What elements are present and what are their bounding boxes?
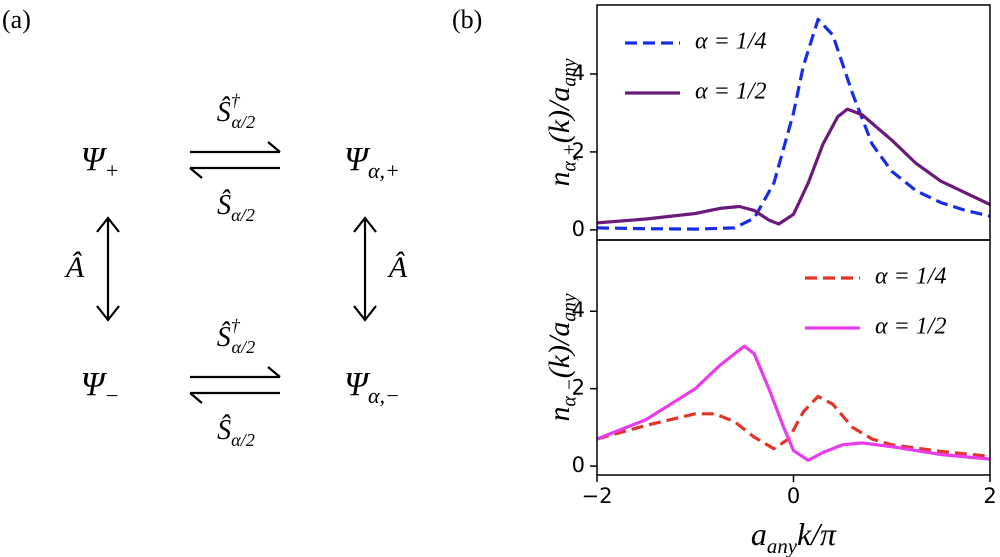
math-part: † <box>231 316 241 336</box>
y-tick-label: 0 <box>572 453 585 477</box>
math-part: (k)/a <box>543 322 576 379</box>
math-label: Ŝ† α/2 <box>217 316 255 358</box>
math-part: k/π <box>797 516 837 552</box>
math-part: Ψ <box>81 366 108 403</box>
plot-frame <box>596 239 991 476</box>
math-label: Ψ+ <box>81 141 120 183</box>
math-part: Ŝ <box>217 97 231 128</box>
math-label: Â <box>64 251 85 284</box>
math-label: Ŝ† α/2 <box>217 91 255 133</box>
data-line <box>596 17 991 231</box>
math-label: Ŝα/2 <box>217 190 255 225</box>
legend-label: α = 1/2 <box>875 314 946 340</box>
math-part: α/2 <box>231 205 255 225</box>
math-part: Ψ <box>81 141 108 178</box>
data-line <box>596 394 991 458</box>
y-tick-label: 4 <box>572 298 585 322</box>
math-label: nα,−(k)/aany <box>543 293 581 421</box>
legend-label: α = 1/4 <box>695 29 766 55</box>
harpoon <box>189 391 280 404</box>
math-label: aanyk/π <box>751 516 837 557</box>
plot-frame <box>596 4 991 241</box>
math-label: Â <box>387 251 408 284</box>
math-part: Â <box>387 251 408 284</box>
math-part: (k)/a <box>543 87 576 144</box>
math-label: Ψ− <box>81 366 120 408</box>
math-part: Â <box>64 251 85 284</box>
y-tick-label: 0 <box>572 217 585 241</box>
math-part: † <box>231 91 241 111</box>
math-part: n <box>543 407 576 422</box>
math-part: Ψ <box>344 141 371 178</box>
math-part: α,+ <box>560 143 581 171</box>
math-part: any <box>767 535 798 557</box>
legend-label: α = 1/2 <box>695 79 766 105</box>
math-label: nα,+(k)/aany <box>543 58 581 186</box>
math-part: a <box>751 516 767 552</box>
math-part: α,− <box>368 383 400 408</box>
math-part: Ŝ <box>217 190 231 221</box>
x-tick-label: −2 <box>582 484 613 508</box>
y-tick-label: 2 <box>572 139 585 163</box>
double-arrow <box>353 216 377 322</box>
diagram-arrows <box>96 141 377 404</box>
data-line <box>596 344 991 462</box>
y-tick-label: 4 <box>572 61 585 85</box>
math-part: n <box>543 172 576 187</box>
harpoon <box>190 141 281 154</box>
math-part: any <box>560 293 581 322</box>
math-part: Ŝ <box>217 322 231 353</box>
math-part: α,+ <box>368 158 400 183</box>
math-part: α,− <box>560 378 581 406</box>
panel-label: (a) <box>2 5 31 34</box>
double-arrow <box>96 216 120 322</box>
math-part: − <box>104 383 119 408</box>
harpoon <box>189 166 280 179</box>
x-tick-label: 0 <box>787 484 800 508</box>
math-label: Ψα,− <box>344 366 400 408</box>
panel-label: (b) <box>452 5 482 34</box>
math-part: + <box>104 158 119 183</box>
harpoon <box>190 366 281 379</box>
math-label: Ŝα/2 <box>217 415 255 450</box>
math-part: α/2 <box>231 430 255 450</box>
math-part: Ψ <box>344 366 371 403</box>
y-tick-label: 2 <box>572 376 585 400</box>
legend-label: α = 1/4 <box>875 264 946 290</box>
data-line <box>596 107 991 226</box>
math-part: α/2 <box>231 112 255 132</box>
math-part: α/2 <box>231 337 255 357</box>
math-part: Ŝ <box>217 415 231 446</box>
math-label: Ψα,+ <box>344 141 400 183</box>
math-part: any <box>560 58 581 87</box>
x-tick-label: 2 <box>983 484 996 508</box>
